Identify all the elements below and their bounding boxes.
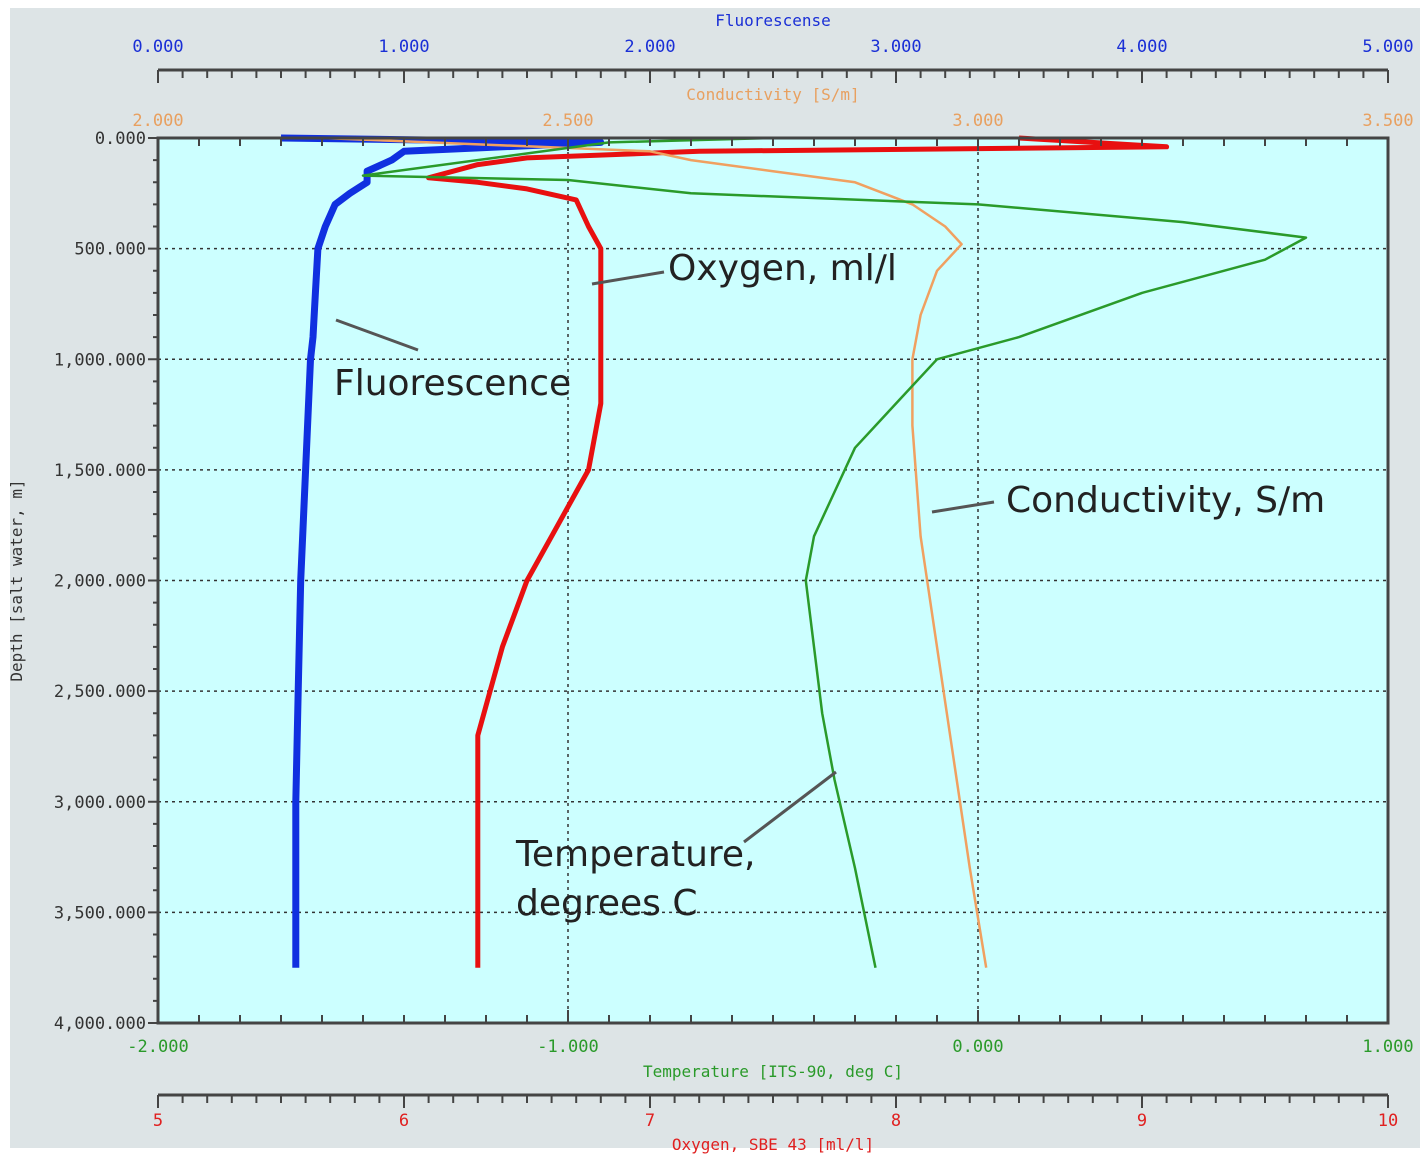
tick-label: 10 xyxy=(1378,1111,1398,1131)
tick-label: -1.000 xyxy=(537,1037,598,1057)
axis-title: Fluorescense xyxy=(715,11,831,30)
annotation-label: Temperature, xyxy=(515,834,755,875)
series-line-oxygen-ml-l xyxy=(426,135,1170,968)
annotation-leader-line xyxy=(743,770,837,844)
axis-title: Oxygen, SBE 43 [ml/l] xyxy=(672,1135,874,1154)
annotation-label: Conductivity, S/m xyxy=(1006,480,1325,521)
tick-label: 5.000 xyxy=(1362,37,1413,57)
tick-label: 3,500.000 xyxy=(54,903,146,923)
axis-title: Conductivity [S/m] xyxy=(686,85,859,104)
tick-label: 8 xyxy=(891,1111,901,1131)
tick-label: 4,000.000 xyxy=(54,1014,146,1034)
series-line-fluorescence xyxy=(280,134,605,968)
series-line-temperature-degrees-c xyxy=(361,136,1308,968)
annotation: Oxygen, ml/l xyxy=(591,248,897,289)
series-layer xyxy=(280,134,1308,968)
tick-label: 2.500 xyxy=(542,111,593,131)
tick-label: 5 xyxy=(153,1111,163,1131)
tick-label: 1,500.000 xyxy=(54,461,146,481)
tick-label: 2.000 xyxy=(624,37,675,57)
annotation-leader-line xyxy=(591,270,665,286)
annotations: Oxygen, ml/l Fluorescence Conductivity, S/… xyxy=(334,248,1325,924)
tick-label: 1.000 xyxy=(378,37,429,57)
x-axis-temperature: -2.000 -1.000 0.000 1.000 Temperature [ITS-9… xyxy=(127,1010,1414,1081)
annotation: Temperature, xyxy=(515,770,837,875)
annotation-leader-line xyxy=(931,500,995,514)
tick-label: -2.000 xyxy=(127,1037,188,1057)
tick-label: 2.000 xyxy=(132,111,183,131)
tick-label: 1,000.000 xyxy=(54,350,146,370)
annotation: degrees C xyxy=(516,883,698,924)
tick-label: 3.000 xyxy=(952,111,1003,131)
tick-label: 4.000 xyxy=(1116,37,1167,57)
y-axis-depth: 0.000 500.000 1,000.000 1,500.000 2,000.000 2… xyxy=(7,129,158,1034)
tick-label: 2,000.000 xyxy=(54,572,146,592)
annotation-leader-line xyxy=(335,318,419,352)
tick-label: 0.000 xyxy=(95,129,146,149)
annotation-label: Oxygen, ml/l xyxy=(668,248,897,289)
tick-label: 0.000 xyxy=(952,1037,1003,1057)
tick-label: 2,500.000 xyxy=(54,682,146,702)
tick-label: 7 xyxy=(645,1111,655,1131)
tick-label: 3.500 xyxy=(1362,111,1413,131)
axis-title: Depth [salt water, m] xyxy=(7,479,26,681)
tick-label: 6 xyxy=(399,1111,409,1131)
tick-label: 3,000.000 xyxy=(54,793,146,813)
annotation: Conductivity, S/m xyxy=(931,480,1325,521)
annotation-label: Fluorescence xyxy=(334,363,571,404)
x-axis-fluorescence: 0.000 1.000 2.000 3.000 4.000 5.000 Fluorescen… xyxy=(132,11,1414,83)
series-line-conductivity-s-m xyxy=(321,136,988,968)
tick-label: 1.000 xyxy=(1362,1037,1413,1057)
axis-title: Temperature [ITS-90, deg C] xyxy=(643,1062,903,1081)
tick-label: 500.000 xyxy=(74,240,146,260)
annotation-label: degrees C xyxy=(516,883,698,924)
x-axis-conductivity: 2.000 2.500 3.000 3.500 Conductivity [S/m] xyxy=(132,85,1414,151)
tick-label: 9 xyxy=(1137,1111,1147,1131)
axes: 0.000 1.000 2.000 3.000 4.000 5.000 Fluorescen… xyxy=(7,11,1414,1154)
tick-label: 3.000 xyxy=(870,37,921,57)
x-axis-oxygen: 5 6 7 8 9 10 Oxygen, SBE 43 [ml/l] xyxy=(153,1093,1398,1154)
tick-label: 0.000 xyxy=(132,37,183,57)
annotation: Fluorescence xyxy=(334,318,571,404)
